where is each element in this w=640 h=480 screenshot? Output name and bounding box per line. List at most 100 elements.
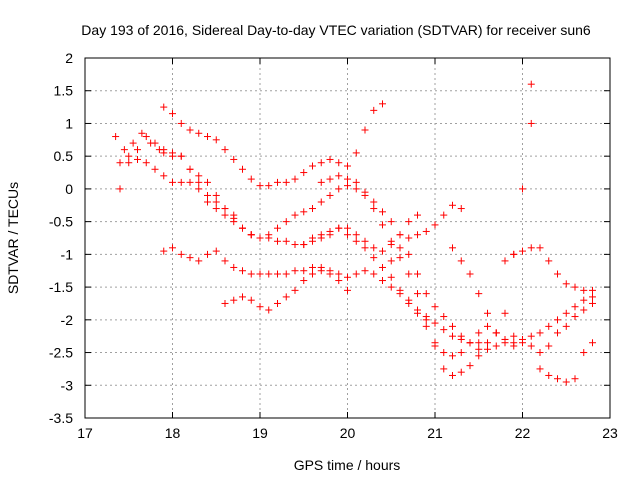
data-point [379, 263, 386, 271]
data-point [300, 208, 308, 216]
data-point [405, 218, 413, 226]
data-point [562, 280, 570, 288]
series-arc-3 [116, 152, 421, 255]
data-point [405, 234, 413, 242]
data-point [256, 182, 264, 190]
data-point [352, 231, 360, 239]
data-point [247, 231, 255, 239]
data-point [326, 191, 334, 199]
plot-frame [84, 57, 611, 419]
data-point [230, 296, 238, 304]
data-point [361, 188, 369, 196]
data-point [352, 270, 360, 278]
data-point [361, 244, 369, 252]
data-point [212, 247, 220, 255]
y-axis-label: SDTVAR / TECUs [5, 182, 21, 294]
x-tick-label: 20 [340, 425, 356, 441]
data-point [422, 227, 430, 235]
data-point [387, 257, 395, 265]
data-point [335, 159, 343, 167]
data-point [457, 368, 465, 376]
data-point [177, 250, 185, 258]
data-point [379, 221, 386, 229]
data-point [186, 165, 194, 173]
data-point [554, 375, 561, 383]
data-point [457, 349, 465, 357]
x-axis-label: GPS time / hours [294, 457, 401, 473]
data-point [317, 159, 325, 167]
data-point [160, 146, 168, 154]
data-point [536, 244, 544, 252]
data-point [580, 306, 588, 314]
data-point [221, 299, 229, 307]
y-tick-label: -2 [61, 312, 74, 328]
data-point [370, 254, 378, 262]
data-point [475, 329, 483, 337]
data-point [204, 191, 211, 199]
data-point [120, 146, 128, 154]
data-point [492, 342, 500, 350]
data-point [300, 241, 308, 249]
data-point [291, 286, 299, 294]
y-tick-label: -1.5 [49, 279, 73, 295]
data-point [300, 277, 308, 285]
series-arc-8 [387, 201, 465, 265]
data-point [589, 339, 596, 347]
data-point [414, 270, 421, 278]
data-point [169, 178, 176, 186]
y-tick-label: -3.5 [49, 410, 73, 426]
series-arc-6 [300, 224, 596, 360]
data-point [396, 231, 404, 239]
data-point [387, 218, 395, 226]
data-point [431, 319, 439, 327]
data-point [571, 313, 579, 321]
data-point [536, 365, 544, 373]
data-point [317, 198, 325, 206]
data-point [265, 234, 273, 242]
data-point [422, 316, 430, 324]
data-point [221, 211, 229, 219]
data-point [317, 267, 325, 275]
data-point [580, 349, 588, 357]
data-point [370, 106, 378, 114]
data-point [352, 149, 360, 157]
data-point [545, 322, 553, 330]
data-point [274, 270, 281, 278]
data-point [344, 224, 351, 232]
data-point [247, 175, 255, 183]
series-arc-12 [116, 133, 255, 239]
data-point [589, 299, 596, 307]
data-point [317, 231, 325, 239]
data-point [335, 224, 343, 232]
data-point [186, 254, 194, 262]
data-point [431, 221, 439, 229]
data-point [431, 342, 439, 350]
data-point [344, 182, 351, 190]
data-point [536, 349, 544, 357]
data-point [291, 175, 299, 183]
data-point [265, 306, 273, 314]
data-point [387, 273, 395, 281]
data-point [352, 178, 360, 186]
data-point [239, 267, 246, 275]
data-point [326, 175, 334, 183]
data-point [125, 159, 133, 167]
data-point [475, 290, 483, 298]
data-point [422, 290, 430, 298]
series-arc-5 [221, 267, 351, 314]
data-point [440, 349, 448, 357]
data-point [256, 270, 264, 278]
data-point [344, 175, 351, 183]
data-point [221, 257, 229, 265]
data-point [475, 352, 483, 360]
data-point [204, 250, 211, 258]
y-tick-label: 0 [65, 181, 73, 197]
data-point [449, 201, 456, 209]
data-point [457, 335, 465, 343]
data-point [475, 339, 483, 347]
data-point [510, 250, 518, 258]
data-point [309, 270, 316, 278]
data-point [151, 165, 159, 173]
data-point [160, 247, 168, 255]
data-point [309, 162, 316, 170]
